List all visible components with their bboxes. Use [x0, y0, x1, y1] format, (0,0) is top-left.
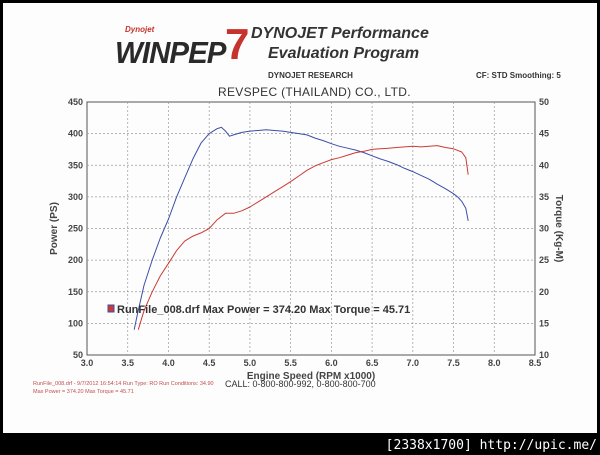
- watermark-badge: [2338x1700] http://upic.me/: [383, 438, 599, 453]
- winpep-logo: Dynojet WINPEP 7: [115, 20, 250, 71]
- y-right-tick-label: 10: [539, 350, 549, 360]
- logo-mark: 7: [225, 20, 250, 69]
- logo-small-text: Dynojet: [125, 25, 155, 34]
- dyno-report: Dynojet WINPEP 7 DYNOJET Performance Eva…: [3, 3, 597, 433]
- y-left-tick-label: 150: [68, 287, 83, 297]
- x-axis-title: Engine Speed (RPM x1000): [247, 371, 375, 382]
- x-tick-label: 8.0: [488, 358, 501, 368]
- x-tick-label: 7.5: [447, 358, 460, 368]
- y-right-tick-label: 45: [539, 129, 549, 139]
- y-right-tick-label: 15: [539, 318, 549, 328]
- y-left-tick-label: 450: [68, 97, 83, 107]
- y-right-axis-title: Torque (Kg-M): [553, 195, 564, 263]
- footer-run-info: RunFile_008.drf - 9/7/2012 16:54:14 Run …: [33, 381, 214, 387]
- x-tick-label: 7.0: [407, 358, 420, 368]
- y-right-tick-label: 30: [539, 224, 549, 234]
- y-left-tick-label: 50: [73, 350, 83, 360]
- x-tick-label: 3.0: [81, 358, 94, 368]
- y-right-tick-label: 25: [539, 255, 549, 265]
- y-right-tick-label: 35: [539, 192, 549, 202]
- y-left-tick-label: 250: [68, 224, 83, 234]
- y-left-tick-label: 200: [68, 255, 83, 265]
- series-line-torque: [137, 145, 469, 330]
- footer-max-info: Max Power = 374.20 Max Torque = 45.71: [33, 389, 134, 395]
- logo-word: WINPEP: [115, 35, 226, 70]
- x-tick-label: 6.0: [325, 358, 338, 368]
- x-tick-label: 4.0: [162, 358, 175, 368]
- y-right-tick-label: 40: [539, 160, 549, 170]
- series-line-power: [133, 126, 469, 330]
- x-tick-label: 3.5: [121, 358, 134, 368]
- y-right-tick-label: 20: [539, 287, 549, 297]
- y-left-tick-label: 400: [68, 129, 83, 139]
- y-left-tick-label: 300: [68, 192, 83, 202]
- y-left-tick-label: 350: [68, 160, 83, 170]
- dyno-chart: 3.0 3.5 4.0 4.5 5.0 5.5 6.0 6.5 7.0 7.5 8.0 8.5 50 10…: [49, 97, 564, 382]
- x-tick-label: 6.5: [366, 358, 379, 368]
- research-label: DYNOJET RESEARCH: [268, 71, 353, 80]
- brand-line-1: DYNOJET Performance: [251, 25, 429, 42]
- y-left-axis-title: Power (PS): [49, 202, 60, 255]
- x-tick-label: 4.5: [203, 358, 216, 368]
- company-name: REVSPEC (THAILAND) CO., LTD.: [218, 85, 411, 99]
- y-left-tick-label: 100: [68, 318, 83, 328]
- x-tick-label: 8.5: [529, 358, 542, 368]
- brand-line-2: Evaluation Program: [268, 45, 420, 62]
- legend-text: RunFile_008.drf Max Power = 374.20 Max T…: [117, 304, 410, 316]
- footer-call: CALL: 0-800-800-992, 0-800-800-700: [225, 379, 376, 389]
- x-tick-label: 5.5: [284, 358, 297, 368]
- settings-label: CF: STD Smoothing: 5: [476, 71, 561, 80]
- legend-swatch: [107, 304, 115, 313]
- x-tick-label: 5.0: [244, 358, 257, 368]
- y-right-tick-label: 50: [539, 97, 549, 107]
